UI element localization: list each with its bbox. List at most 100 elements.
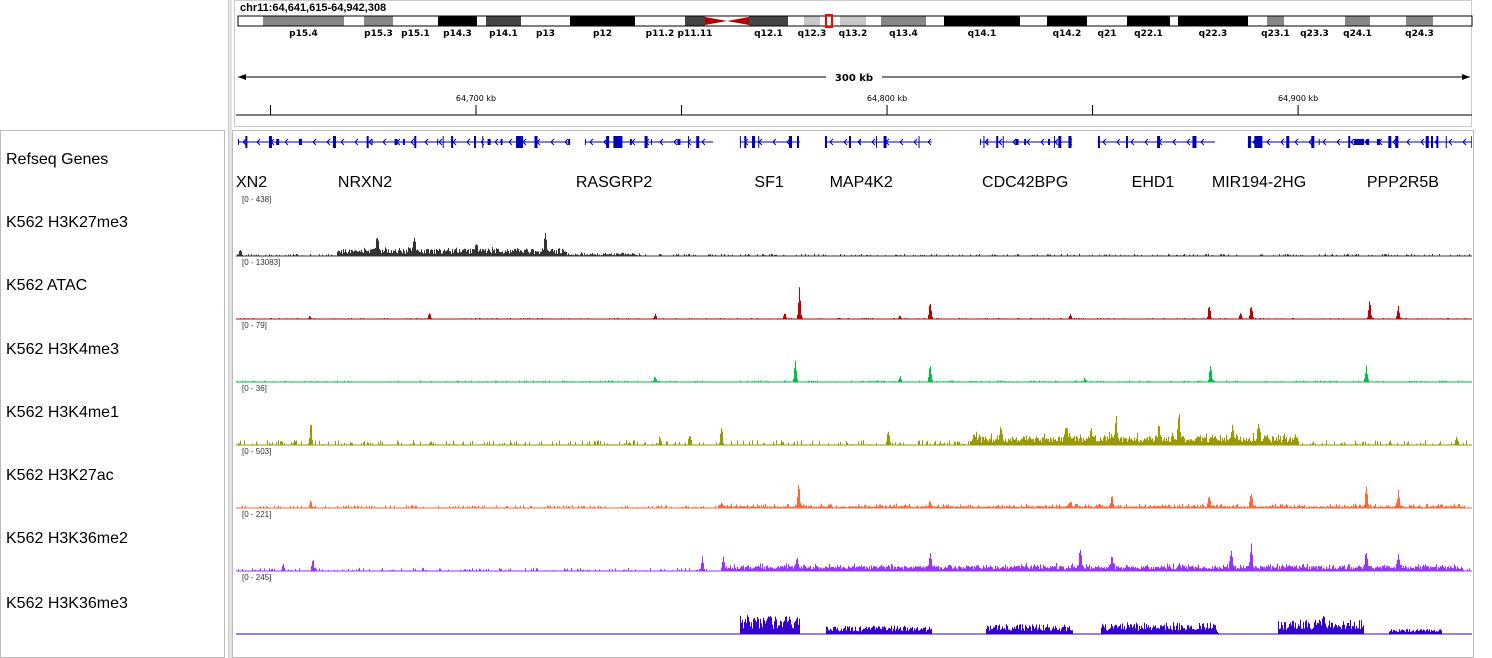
gene-exon [268, 136, 272, 148]
track-name[interactable]: K562 ATAC [6, 277, 88, 294]
cytoband [238, 16, 263, 26]
cytoband [820, 16, 840, 26]
gene-exon [758, 136, 760, 148]
strand-arrow-icon [843, 138, 848, 146]
gene-exon [859, 139, 861, 145]
cytoband [1345, 16, 1370, 26]
gene-exon [1366, 139, 1370, 145]
gene-exon [1445, 136, 1447, 148]
gene-exon [1024, 139, 1027, 145]
strand-arrow-icon [508, 138, 513, 146]
cytoband-label: q22.1 [1134, 29, 1163, 39]
track-name-refseq-genes[interactable]: Refseq Genes [6, 151, 109, 168]
signal-track-k562-h3k27me3 [236, 232, 1472, 257]
data-range: [0 - 438] [242, 195, 272, 204]
ruler-arrow-right [1462, 74, 1470, 80]
gene-exon [276, 139, 280, 145]
cytoband [1248, 16, 1267, 26]
track-name[interactable]: K562 H3K27me3 [6, 214, 128, 231]
ideogram-outline [237, 15, 1473, 27]
signal-area [236, 414, 1472, 445]
strand-arrow-icon [1116, 138, 1121, 146]
ruler-arrow-left [238, 74, 246, 80]
gene-exon [789, 136, 793, 148]
strand-arrow-icon [1322, 138, 1327, 146]
current-region-marker [825, 14, 833, 28]
strand-arrow-icon [438, 138, 443, 146]
track-name[interactable]: K562 H3K27ac [6, 467, 114, 484]
cytoband [486, 16, 521, 26]
cytoband-label: q13.2 [839, 29, 868, 39]
cytoband [944, 16, 1020, 26]
gene-exon [1097, 136, 1100, 148]
cytoband [521, 16, 570, 26]
cytoband-label: p12 [593, 29, 612, 39]
signal-track-k562-h3k4me1 [236, 414, 1472, 446]
gene-exon [1388, 136, 1392, 148]
gene-exon [482, 136, 484, 148]
cytoband-label: q21 [1098, 29, 1117, 39]
gene-label[interactable]: PPP2R5B [1366, 174, 1439, 191]
strand-arrow-icon [1392, 138, 1397, 146]
gene-exon [687, 136, 689, 148]
strand-arrow-icon [1054, 138, 1059, 146]
signal-area [236, 232, 1472, 256]
track-name[interactable]: K562 H3K4me3 [6, 341, 119, 358]
signal-track-k562-h3k36me3 [236, 615, 1472, 635]
signal-track-k562-atac [236, 287, 1472, 320]
data-range: [0 - 503] [242, 447, 272, 456]
cytoband [438, 16, 477, 26]
cytoband-label: p11.2 [646, 29, 675, 39]
strand-arrow-icon [550, 138, 555, 146]
cytoband [1087, 16, 1127, 26]
gene-exon [1247, 136, 1251, 148]
gene-label[interactable]: XN2 [236, 174, 268, 191]
cytoband [926, 16, 944, 26]
signal-area [236, 360, 1472, 382]
gene-label[interactable]: EHD1 [1131, 174, 1175, 191]
cytoband [866, 16, 881, 26]
gene-label[interactable]: RASGRP2 [575, 174, 653, 191]
data-range: [0 - 13083] [242, 258, 281, 267]
track-name[interactable]: K562 H3K36me2 [6, 530, 128, 547]
gene-exon [983, 136, 985, 148]
strand-arrow-icon [589, 138, 594, 146]
gene-label[interactable]: SF1 [754, 174, 784, 191]
track-name[interactable]: K562 H3K36me3 [6, 595, 128, 612]
panel-divider[interactable] [228, 0, 232, 658]
gene-exon [474, 136, 477, 148]
strand-arrow-icon [829, 138, 834, 146]
strand-arrow-icon [603, 138, 608, 146]
strand-arrow-icon [382, 138, 387, 146]
signal-track-k562-h3k36me2 [236, 543, 1472, 572]
gene-exon [650, 139, 652, 145]
gene-label[interactable]: MIR194-2HG [1211, 174, 1307, 191]
gene-exon [1125, 136, 1128, 148]
strand-arrow-icon [786, 138, 791, 146]
ruler-span-bg [826, 70, 882, 84]
cytoband [804, 16, 820, 26]
gene-label[interactable]: NRXN2 [337, 174, 393, 191]
ruler-tick-label: 64,900 kb [1278, 94, 1318, 103]
strand-arrow-icon [701, 138, 706, 146]
track-name[interactable]: K562 H3K4me1 [6, 404, 119, 421]
strand-arrow-icon [312, 138, 317, 146]
gene-label[interactable]: CDC42BPG [982, 174, 1069, 191]
gene-exon [1348, 136, 1351, 148]
gene-label[interactable]: MAP4K2 [829, 174, 893, 191]
gene-exon [366, 136, 369, 148]
gene-exon [1286, 136, 1290, 148]
gene-exon [613, 136, 623, 148]
gene-exon [677, 139, 681, 145]
cytoband-label: q23.3 [1300, 29, 1329, 39]
strand-arrow-icon [1294, 138, 1299, 146]
gene-exon [451, 136, 454, 148]
strand-arrow-icon [1420, 138, 1425, 146]
strand-arrow-icon [564, 138, 569, 146]
signal-area [236, 484, 1472, 508]
cytoband [393, 16, 438, 26]
strand-arrow-icon [927, 138, 932, 146]
gene-exon [849, 136, 852, 148]
strand-arrow-icon [1172, 138, 1177, 146]
